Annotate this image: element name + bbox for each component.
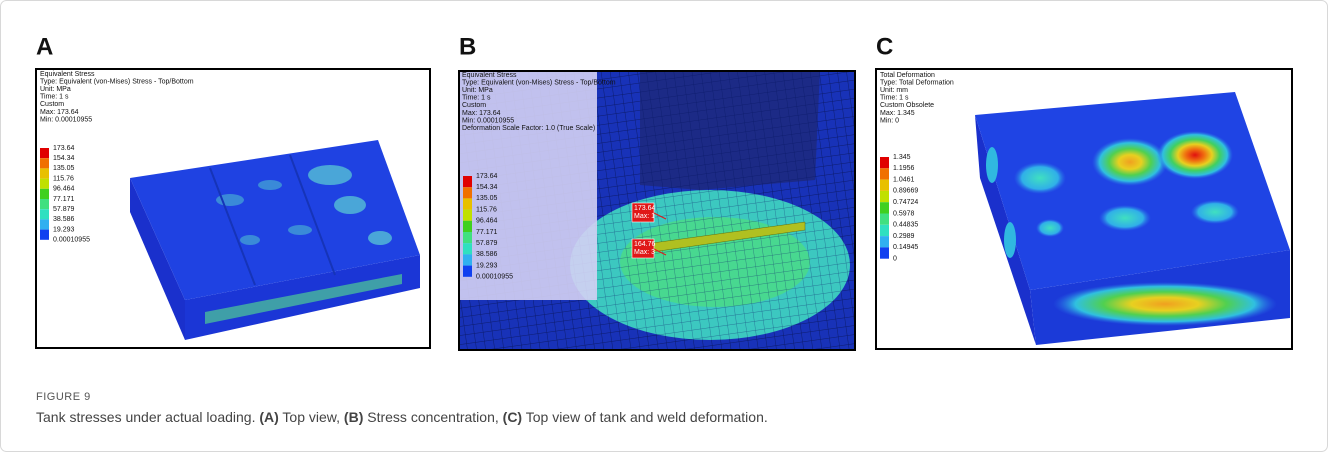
- scale-label: 38.586: [476, 251, 498, 258]
- legend-header: Time: 1 s: [462, 95, 491, 102]
- scale-swatch: [463, 232, 472, 243]
- legend-header: Deformation Scale Factor: 1.0 (True Scal…: [462, 125, 595, 132]
- mesh-model: [458, 70, 855, 350]
- scale-label: 0.5978: [893, 210, 915, 217]
- legend-header: Type: Total Deformation: [880, 79, 954, 86]
- caption-text: Tank stresses under actual loading. (A) …: [36, 409, 768, 425]
- scale-label: 135.05: [476, 195, 498, 202]
- scale-swatch: [40, 148, 49, 158]
- caption-segment: (A): [259, 409, 278, 425]
- scale-label: 77.171: [53, 196, 75, 203]
- probe-value: 164.76: [634, 241, 656, 248]
- legend-header: Time: 1 s: [880, 95, 909, 102]
- scale-label: 57.879: [53, 206, 75, 213]
- legend-header: Custom: [462, 102, 486, 109]
- scale-label: 0.2989: [893, 233, 915, 240]
- caption-segment: (B): [344, 409, 363, 425]
- scale-label: 0.00010955: [53, 237, 90, 244]
- caption-segment: Top view,: [279, 409, 344, 425]
- scale-swatch: [40, 219, 49, 229]
- scale-swatch: [40, 168, 49, 178]
- scale-swatch: [880, 214, 889, 225]
- scale-label: 115.76: [53, 175, 74, 182]
- panel-letter: A: [36, 33, 53, 60]
- caption-segment: Tank stresses under actual loading.: [36, 409, 259, 425]
- scale-swatch: [880, 180, 889, 191]
- legend-header: Custom: [40, 101, 64, 108]
- scale-label: 173.64: [53, 145, 75, 152]
- legend-header: Max: 1.345: [880, 110, 915, 117]
- scale-label: 154.34: [53, 155, 75, 162]
- scale-swatch: [40, 158, 49, 168]
- scale-swatch: [40, 179, 49, 189]
- legend-header: Max: 173.64: [462, 110, 501, 117]
- scale-swatch: [880, 225, 889, 236]
- scale-label: 1.0461: [893, 176, 915, 183]
- scale-label: 57.879: [476, 240, 498, 247]
- legend-header: Min: 0: [880, 117, 899, 124]
- scale-swatch: [40, 199, 49, 209]
- figure-label: FIGURE 9: [36, 391, 91, 403]
- probe-value: 173.64: [634, 205, 656, 212]
- scale-label: 19.293: [476, 262, 498, 269]
- scale-swatch: [463, 266, 472, 277]
- caption-segment: Stress concentration,: [363, 409, 502, 425]
- scale-label: 0: [893, 256, 897, 263]
- scale-label: 173.64: [476, 173, 498, 180]
- legend-header: Unit: MPa: [40, 86, 71, 93]
- scale-label: 0.44835: [893, 222, 918, 229]
- legend-header: Type: Equivalent (von-Mises) Stress - To…: [462, 79, 616, 86]
- scale-label: 96.464: [476, 218, 498, 225]
- panel-letter: C: [876, 33, 893, 60]
- scale-label: 77.171: [476, 229, 498, 236]
- probe-label: Max: 3: [634, 249, 655, 256]
- scale-label: 0.14945: [893, 244, 918, 251]
- panel-letter: B: [459, 33, 476, 60]
- scale-label: 0.89669: [893, 188, 918, 195]
- scale-label: 0.74724: [893, 199, 918, 206]
- scale-swatch: [463, 221, 472, 232]
- legend-header: Max: 173.64: [40, 109, 79, 116]
- legend-header: Equivalent Stress: [462, 72, 517, 79]
- scale-label: 96.464: [53, 186, 75, 193]
- scale-label: 115.76: [476, 206, 497, 213]
- legend-header: Time: 1 s: [40, 94, 69, 101]
- figure-canvas: AEquivalent StressType: Equivalent (von-…: [0, 0, 1328, 452]
- scale-swatch: [880, 191, 889, 202]
- caption-segment: Top view of tank and weld deformation.: [522, 409, 768, 425]
- legend-header: Custom Obsolete: [880, 102, 934, 109]
- scale-swatch: [463, 198, 472, 209]
- scale-swatch: [463, 210, 472, 221]
- scale-swatch: [880, 247, 889, 258]
- legend-header: Type: Equivalent (von-Mises) Stress - To…: [40, 78, 194, 85]
- legend-header: Unit: mm: [880, 87, 908, 94]
- legend-header: Equivalent Stress: [40, 71, 95, 78]
- scale-swatch: [880, 236, 889, 247]
- scale-swatch: [463, 254, 472, 265]
- probe-label: Max: 1: [634, 213, 655, 220]
- scale-swatch: [463, 243, 472, 254]
- scale-swatch: [880, 168, 889, 179]
- legend-header: Total Deformation: [880, 72, 935, 79]
- scale-label: 0.00010955: [476, 274, 513, 281]
- legend-header: Min: 0.00010955: [462, 117, 514, 124]
- scale-swatch: [40, 189, 49, 199]
- scale-label: 19.293: [53, 226, 75, 233]
- legend-header: Min: 0.00010955: [40, 116, 92, 123]
- scale-label: 1.345: [893, 154, 911, 161]
- scale-label: 135.05: [53, 165, 75, 172]
- scale-label: 1.1956: [893, 165, 915, 172]
- scale-swatch: [463, 176, 472, 187]
- scale-swatch: [880, 157, 889, 168]
- figure: AEquivalent StressType: Equivalent (von-…: [0, 0, 1328, 452]
- scale-swatch: [463, 187, 472, 198]
- scale-label: 38.586: [53, 216, 75, 223]
- scale-swatch: [40, 230, 49, 240]
- legend-header: Unit: MPa: [462, 87, 493, 94]
- scale-swatch: [880, 202, 889, 213]
- caption-segment: (C): [503, 409, 522, 425]
- scale-label: 154.34: [476, 184, 498, 191]
- scale-swatch: [40, 209, 49, 219]
